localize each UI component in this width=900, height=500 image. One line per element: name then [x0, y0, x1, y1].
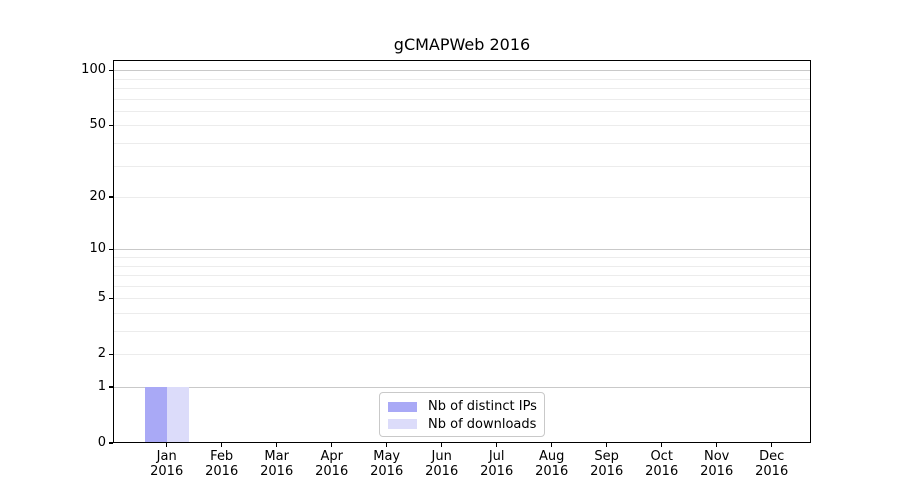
y-axis-tick — [109, 196, 113, 198]
x-tick-label: May 2016 — [370, 449, 404, 479]
gridline-minor — [114, 88, 810, 90]
gridline-minor — [114, 98, 810, 100]
gridline-minor — [114, 78, 810, 80]
y-tick-label: 1 — [97, 379, 106, 394]
legend-swatch — [388, 401, 417, 412]
bar-distinct-ips — [144, 387, 167, 443]
legend-swatch — [388, 419, 417, 430]
chart-title: gCMAPWeb 2016 — [393, 35, 531, 54]
gridline-minor — [114, 257, 810, 258]
y-axis-tick — [109, 248, 113, 250]
y-axis-tick — [109, 124, 113, 127]
gridline-minor — [114, 285, 810, 287]
x-axis-tick — [661, 443, 663, 447]
x-tick-label: Aug 2016 — [535, 449, 569, 479]
x-axis-tick — [221, 443, 223, 447]
y-axis-tick — [109, 69, 113, 71]
gridline-major — [114, 70, 810, 72]
y-axis-tick — [109, 442, 113, 444]
x-axis-tick — [386, 443, 388, 447]
gridline-major — [114, 249, 810, 251]
gridline-minor — [114, 275, 810, 277]
x-tick-label: Sep 2016 — [590, 449, 624, 479]
legend-item: Nb of downloads — [388, 416, 536, 434]
gridline-minor — [114, 143, 810, 145]
legend: Nb of distinct IPs Nb of downloads — [379, 392, 545, 437]
y-tick-label: 2 — [97, 346, 106, 362]
x-tick-label: Jan 2016 — [150, 449, 184, 479]
x-tick-label: Nov 2016 — [700, 449, 734, 479]
gridline-minor — [114, 312, 810, 314]
legend-item: Nb of distinct IPs — [388, 398, 537, 416]
y-tick-label: 10 — [89, 241, 106, 257]
x-axis-tick — [771, 443, 773, 447]
gridline-minor — [114, 197, 810, 199]
x-axis-tick — [166, 443, 168, 447]
y-axis-tick — [109, 297, 113, 299]
bar-downloads — [166, 387, 189, 443]
gridline-minor — [114, 354, 810, 356]
y-tick-label: 50 — [89, 117, 106, 133]
x-axis-tick — [496, 443, 498, 447]
gridline-major — [114, 386, 810, 389]
y-axis-tick — [109, 386, 113, 388]
y-tick-label: 20 — [89, 189, 106, 205]
gridline-minor — [114, 165, 810, 167]
plot-area-border — [113, 60, 811, 443]
x-tick-label: Apr 2016 — [315, 449, 349, 479]
y-axis-tick — [109, 353, 113, 355]
x-axis-tick — [606, 443, 608, 447]
gridline-minor — [114, 331, 810, 333]
y-tick-label: 0 — [97, 435, 106, 450]
legend-label: Nb of downloads — [428, 416, 537, 432]
x-axis-tick — [331, 443, 333, 447]
gridline-minor — [114, 298, 810, 300]
x-tick-label: Jun 2016 — [425, 449, 459, 479]
y-tick-label: 5 — [97, 290, 106, 306]
x-axis-tick — [716, 443, 718, 447]
x-axis-tick — [276, 443, 278, 447]
gridline-minor — [114, 125, 810, 127]
x-tick-label: Mar 2016 — [260, 449, 294, 479]
x-axis-tick — [551, 443, 553, 447]
x-tick-label: Oct 2016 — [645, 449, 679, 479]
gridline-minor — [114, 265, 810, 267]
y-tick-label: 100 — [81, 62, 106, 78]
gridline-minor — [114, 110, 810, 112]
x-tick-label: Jul 2016 — [480, 449, 514, 479]
x-tick-label: Feb 2016 — [205, 449, 239, 479]
x-axis-tick — [441, 443, 443, 447]
legend-label: Nb of distinct IPs — [428, 399, 537, 415]
x-tick-label: Dec 2016 — [755, 449, 789, 479]
